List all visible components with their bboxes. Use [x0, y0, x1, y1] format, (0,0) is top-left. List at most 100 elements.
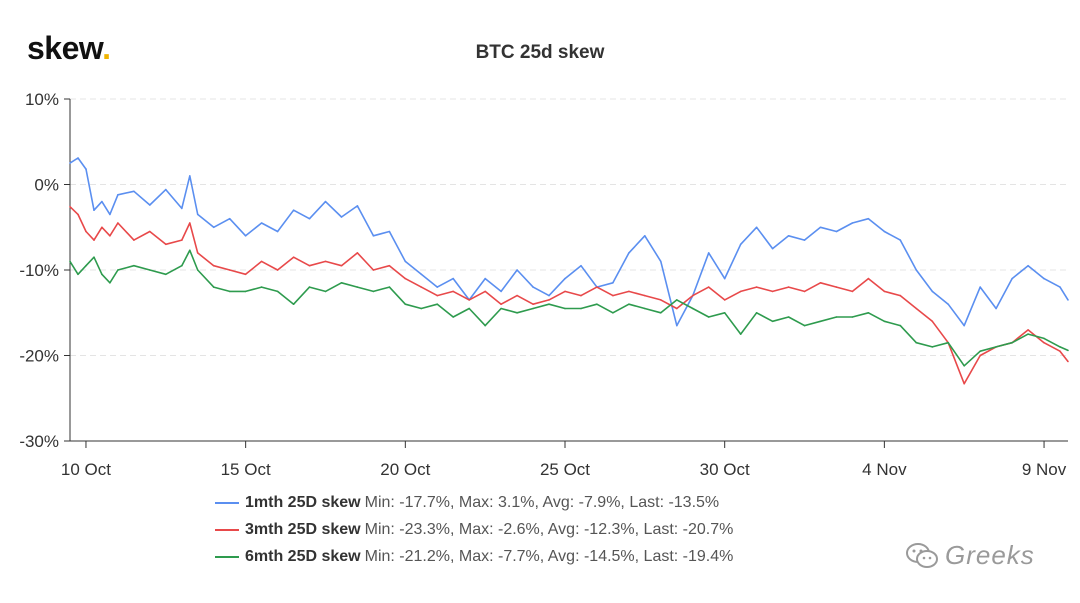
- data-point: [181, 264, 183, 267]
- data-point: [676, 307, 678, 310]
- data-point: [484, 290, 487, 293]
- data-point: [803, 290, 806, 293]
- data-point: [404, 260, 407, 263]
- legend-item[interactable]: 6mth 25D skew Min: -21.2%, Max: -7.7%, Av…: [215, 543, 733, 570]
- wechat-icon: [906, 542, 938, 568]
- data-point: [1011, 341, 1013, 344]
- data-point: [228, 290, 231, 293]
- data-point: [1067, 349, 1069, 352]
- data-point: [963, 324, 965, 327]
- data-point: [101, 273, 103, 276]
- logo-dot: .: [102, 30, 111, 66]
- data-point: [995, 307, 997, 310]
- data-point: [500, 290, 502, 293]
- data-point: [739, 243, 742, 246]
- data-point: [133, 190, 135, 193]
- data-point: [93, 239, 95, 241]
- data-point: [212, 264, 215, 267]
- data-point: [388, 286, 391, 288]
- data-point: [1067, 299, 1069, 301]
- data-point: [660, 260, 662, 263]
- data-point: [212, 286, 215, 288]
- data-point: [883, 290, 886, 293]
- data-point: [372, 269, 375, 271]
- data-point: [787, 235, 790, 237]
- data-point: [101, 200, 103, 203]
- data-point: [771, 320, 774, 323]
- data-point: [707, 316, 710, 318]
- y-tick-label: -30%: [19, 432, 59, 451]
- x-tick-label: 9 Nov: [1022, 460, 1067, 479]
- data-point: [707, 252, 710, 254]
- y-tick-label: -10%: [19, 261, 59, 280]
- data-point: [931, 346, 934, 348]
- data-point: [1043, 337, 1045, 340]
- data-point: [324, 200, 327, 203]
- data-point: [308, 264, 311, 267]
- data-point: [596, 303, 598, 306]
- data-point: [149, 230, 151, 233]
- data-point: [149, 204, 151, 206]
- data-point: [835, 230, 838, 233]
- data-point: [739, 333, 742, 335]
- data-point: [851, 290, 854, 293]
- data-point: [819, 320, 822, 323]
- data-point: [117, 269, 119, 271]
- data-point: [165, 273, 167, 276]
- data-point: [85, 230, 87, 233]
- chart-series: [69, 157, 1069, 385]
- data-point: [548, 303, 550, 306]
- data-point: [133, 239, 135, 241]
- legend-item[interactable]: 1mth 25D skew Min: -17.7%, Max: 3.1%, Avg…: [215, 489, 733, 516]
- series-line: [69, 206, 1069, 385]
- data-point: [356, 205, 359, 207]
- data-point: [1043, 341, 1045, 344]
- data-point: [484, 277, 487, 280]
- data-point: [851, 222, 854, 224]
- data-point: [883, 320, 886, 323]
- data-point: [707, 286, 710, 288]
- data-point: [324, 260, 327, 263]
- data-point: [181, 239, 183, 241]
- data-point: [931, 320, 934, 323]
- data-point: [228, 217, 231, 220]
- data-point: [196, 213, 199, 216]
- data-point: [532, 303, 534, 306]
- watermark-text: Greeks: [945, 540, 1035, 570]
- data-point: [612, 312, 614, 314]
- legend-item[interactable]: 3mth 25D skew Min: -23.3%, Max: -2.6%, Av…: [215, 516, 733, 543]
- chart-grid: [70, 98, 1068, 356]
- data-point: [452, 277, 455, 280]
- data-point: [548, 294, 550, 297]
- data-point: [340, 264, 343, 267]
- data-point: [189, 249, 191, 252]
- data-point: [580, 264, 582, 267]
- skew-logo: skew.: [27, 30, 111, 67]
- data-point: [883, 230, 886, 233]
- data-point: [196, 269, 199, 271]
- data-point: [947, 303, 949, 306]
- data-point: [340, 282, 343, 284]
- chart-legend: 1mth 25D skew Min: -17.7%, Max: 3.1%, Avg…: [215, 489, 733, 570]
- data-point: [85, 168, 87, 170]
- data-point: [660, 312, 662, 314]
- data-point: [1027, 329, 1029, 331]
- data-point: [771, 247, 774, 250]
- chart-tick-labels: 10% 0% -10% -20% -30%10 Oct 15 Oct 20 Oct 25 Oc…: [19, 90, 1066, 479]
- data-point: [787, 286, 790, 288]
- x-tick-label: 30 Oct: [700, 460, 750, 479]
- data-point: [308, 286, 311, 288]
- data-point: [915, 269, 918, 271]
- legend-series-stats: Min: -23.3%, Max: -2.6%, Avg: -12.3%, La…: [364, 520, 734, 538]
- data-point: [963, 382, 965, 385]
- data-point: [260, 260, 263, 263]
- legend-swatch: [215, 555, 239, 558]
- data-point: [1027, 264, 1029, 267]
- data-point: [660, 299, 662, 301]
- data-point: [165, 188, 167, 191]
- data-point: [260, 286, 263, 288]
- data-point: [1027, 333, 1029, 335]
- data-point: [867, 217, 870, 220]
- data-point: [436, 294, 439, 297]
- data-point: [388, 264, 391, 267]
